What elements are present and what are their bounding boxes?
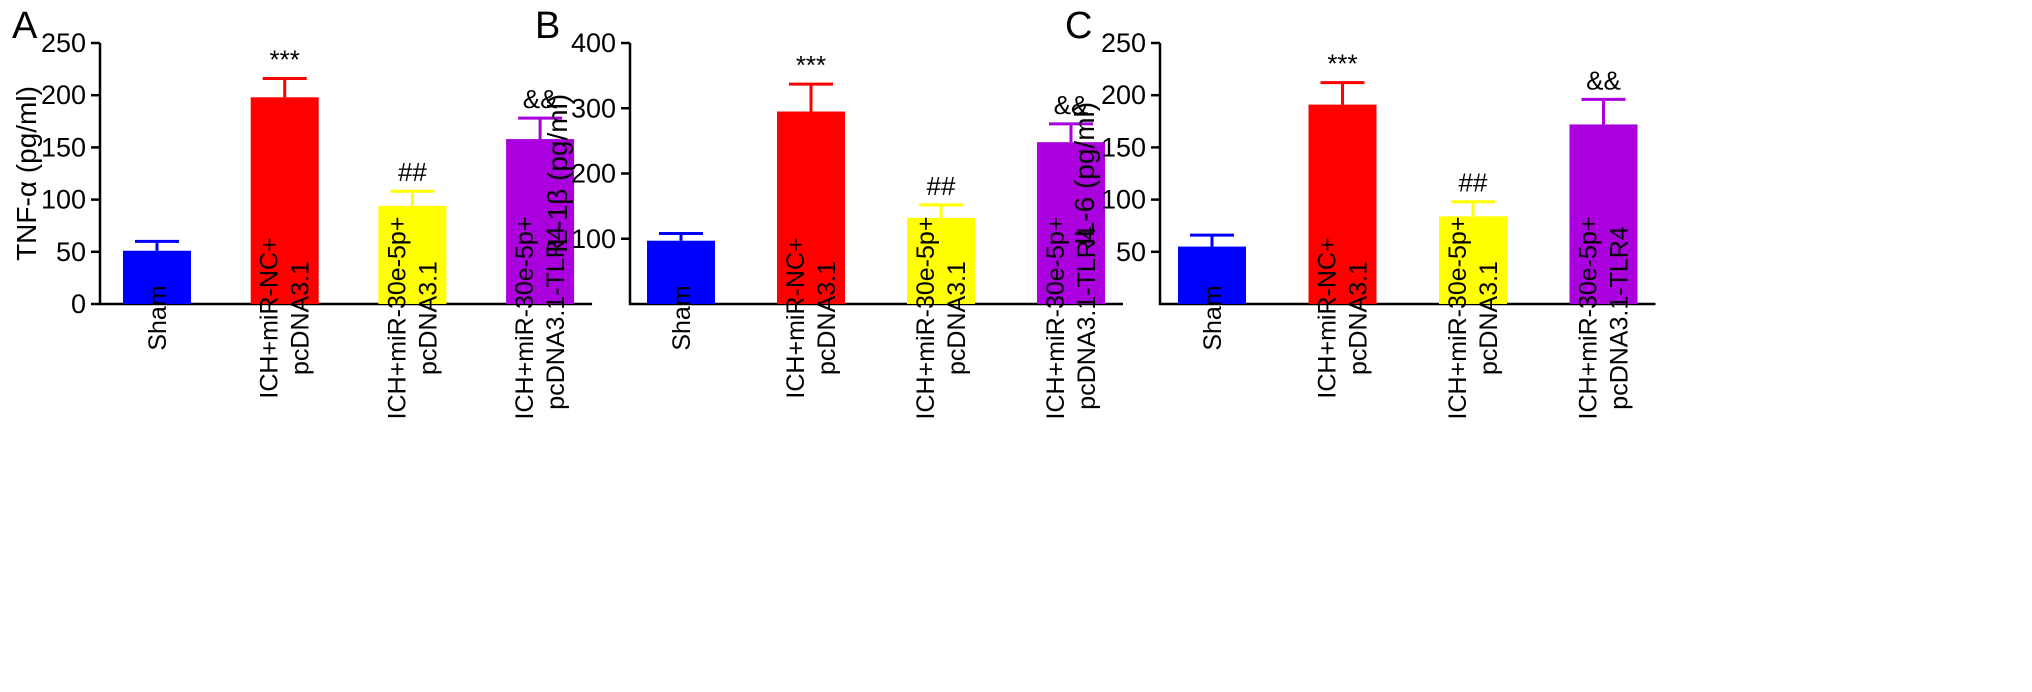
y-tick-label: 0: [71, 289, 86, 319]
panel-a: A TNF-α (pg/ml) 0 50 100 150 200 250 Sham *** ICH+…: [11, 5, 593, 420]
panel-letter: C: [1065, 5, 1092, 47]
significance-label: &&: [1586, 65, 1621, 95]
category-label: ICH+miR-30e-5p+ pcDNA3.1-TLR4: [1042, 217, 1101, 420]
category-label: ICH+miR-NC+ pcDNA3.1: [1314, 237, 1373, 398]
bar: [777, 111, 845, 304]
significance-label: ***: [1327, 49, 1357, 79]
category-label: Sham: [1199, 285, 1227, 350]
bar: [378, 205, 447, 304]
y-axis-label: TNF-α (pg/ml): [11, 86, 42, 261]
bar: [907, 217, 975, 304]
bar: [1037, 142, 1105, 304]
significance-label: &&: [1054, 90, 1089, 120]
y-tick-label: 150: [1101, 132, 1146, 162]
category-label: ICH+miR-30e-5p+ pcDNA3.1: [383, 217, 442, 420]
category-label: Sham: [668, 285, 696, 350]
category-label: ICH+miR-NC+ pcDNA3.1: [782, 237, 841, 398]
y-tick-label: 100: [41, 185, 86, 215]
bar: [1439, 216, 1507, 304]
panel-letter: A: [12, 5, 38, 47]
bar: [1308, 104, 1377, 304]
significance-label: ***: [270, 44, 300, 74]
y-axis-label: IL-1β (pg/ml): [542, 94, 573, 253]
significance-label: ##: [1459, 168, 1488, 198]
y-axis-label: IL-6 (pg/ml): [1069, 102, 1100, 245]
y-tick-label: 50: [56, 237, 86, 267]
bar: [647, 240, 715, 304]
panel-c: C IL-6 (pg/ml) 50 100 150 200 250 Sham *** ICH+mi…: [1065, 5, 1656, 419]
y-tick-label: 200: [571, 159, 616, 189]
y-tick-label: 250: [41, 28, 86, 58]
y-tick-label: 200: [41, 80, 86, 110]
category-label: ICH+miR-30e-5p+ pcDNA3.1-TLR4: [1575, 217, 1634, 420]
y-tick-label: 100: [571, 224, 616, 254]
y-tick-label: 50: [1116, 237, 1146, 267]
category-label: ICH+miR-30e-5p+ pcDNA3.1: [912, 217, 971, 420]
significance-label: ##: [398, 157, 427, 187]
y-tick-label: 200: [1101, 80, 1146, 110]
bar: [1569, 124, 1638, 304]
bar: [250, 97, 319, 305]
bar: [506, 139, 575, 304]
y-tick-label: 100: [1101, 185, 1146, 215]
significance-label: &&: [523, 84, 558, 114]
category-label: ICH+miR-NC+ pcDNA3.1: [256, 237, 315, 398]
panel-letter: B: [535, 5, 560, 47]
category-label: ICH+miR-30e-5p+ pcDNA3.1: [1444, 217, 1503, 420]
category-label: Sham: [144, 285, 172, 350]
y-tick-label: 400: [571, 28, 616, 58]
y-tick-label: 300: [571, 93, 616, 123]
panel-b: B IL-1β (pg/ml)100 200 300 400 Sham *** ICH+miR…: [535, 5, 1123, 419]
significance-label: ***: [796, 50, 826, 80]
bar: [123, 250, 191, 304]
significance-label: ##: [927, 171, 956, 201]
y-tick-label: 250: [1101, 28, 1146, 58]
y-tick-label: 150: [41, 132, 86, 162]
bar: [1178, 246, 1246, 304]
category-label: ICH+miR-30e-5p+ pcDNA3.1-TLR4: [511, 217, 570, 420]
